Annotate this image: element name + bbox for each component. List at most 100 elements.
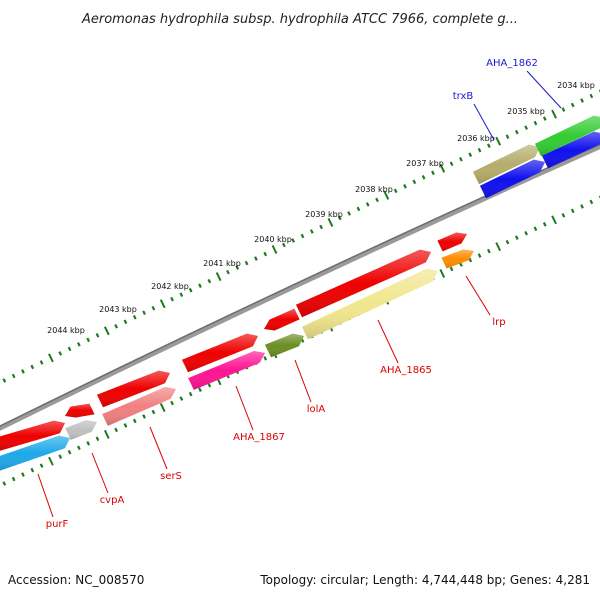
gene-label[interactable]: lolA [307, 404, 326, 415]
gene-arrow-sheen [96, 370, 170, 408]
scale-tick [95, 436, 100, 442]
scale-tick [551, 215, 557, 225]
scale-tick [570, 102, 575, 108]
gene-label[interactable]: AHA_1862 [486, 58, 538, 69]
gene-leader-line [37, 473, 54, 518]
scale-tick [2, 481, 7, 486]
scale-tick [159, 403, 166, 413]
scale-tick [151, 409, 156, 415]
gene-arrow-sheen [534, 115, 600, 157]
scale-tick [383, 190, 390, 200]
gene-labels: AHA_1862 trxB lrp AHA_1865 lolA AHA_1867 serS c… [37, 58, 562, 530]
scale-tick [179, 396, 184, 401]
gene-arrow-sheen [181, 333, 258, 373]
gene-arrow-sheen [479, 159, 545, 199]
scale-tick [551, 109, 557, 119]
scale-tick [235, 265, 240, 270]
map-title: Aeromonas hydrophila subsp. hydrophila A… [81, 12, 518, 27]
scale-tick [170, 296, 174, 302]
scale-tick [123, 319, 128, 325]
scale-tick [505, 134, 510, 139]
scale-tick [514, 235, 519, 240]
scale-tick [21, 472, 25, 477]
scale-tick [39, 463, 44, 468]
scale-tick [570, 208, 575, 214]
scale-tick [67, 346, 72, 352]
scale-tick [495, 136, 502, 146]
scale-tick [589, 93, 594, 99]
scale-label: 2035 kbp [507, 107, 545, 116]
scale-tick [524, 230, 528, 236]
scale-label: 2034 kbp [557, 81, 595, 90]
scale-tick [495, 242, 502, 252]
scale-tick [468, 257, 473, 263]
scale-tick [254, 256, 258, 261]
scale-tick [170, 400, 174, 406]
gene-label[interactable]: purF [46, 519, 69, 530]
gene-leader-line [377, 319, 399, 364]
scale-tick [207, 382, 212, 388]
scale-tick [347, 211, 351, 216]
scale-tick [198, 283, 202, 288]
scale-tick [505, 239, 510, 245]
scale-tick [21, 369, 25, 374]
gene-arrow-sheen [295, 249, 431, 318]
scale-tick [48, 353, 54, 363]
scale-tick [309, 229, 314, 234]
scale-tick [319, 224, 323, 230]
scale-tick [215, 272, 222, 282]
scale-tick [142, 310, 146, 316]
scale-tick [561, 213, 566, 218]
scale-tick [337, 215, 342, 221]
gene-leader-line [149, 426, 168, 470]
gene-label[interactable]: AHA_1865 [380, 365, 432, 376]
gene-arrow-sers-sheen [102, 387, 176, 426]
scale-tick [449, 266, 454, 272]
gene-arrow-aha1865-sheen [301, 268, 438, 340]
scale-tick [11, 476, 16, 482]
scale-tick [393, 188, 398, 194]
gene-leader-line [294, 359, 312, 403]
scale-tick [151, 305, 156, 311]
scale-tick [11, 373, 16, 379]
gene-leader-line [473, 103, 495, 141]
gene-label[interactable]: cvpA [100, 495, 125, 506]
gene-arrow-trxb-sheen [472, 144, 540, 185]
scale-tick [2, 378, 7, 383]
scale-tick [533, 120, 538, 126]
scale-tick [67, 449, 72, 455]
scale-label: 2040 kbp [254, 235, 292, 244]
gene-arrow-sheen [264, 308, 300, 331]
gene-label[interactable]: AHA_1867 [233, 432, 285, 443]
gene-arrow-sheen [0, 420, 65, 451]
gene-arrow-cvpa-sheen [65, 420, 97, 440]
scale-tick [439, 268, 446, 278]
topology-text: Topology: circular; Length: 4,744,448 bp… [260, 573, 590, 587]
scale-tick [300, 233, 305, 239]
scale-tick [356, 206, 361, 212]
scale-label: 2039 kbp [305, 210, 343, 219]
scale-tick [580, 204, 584, 209]
gene-features[interactable] [0, 115, 600, 472]
scale-tick [95, 333, 100, 338]
scale-tick [291, 238, 296, 243]
scale-tick [103, 429, 110, 439]
scale-tick [142, 414, 146, 419]
scale-tick [459, 156, 463, 162]
scale-tick [561, 107, 566, 112]
scale-tick [375, 197, 379, 203]
gene-label[interactable]: trxB [453, 91, 474, 102]
scale-tick [542, 116, 547, 121]
scale-tick [487, 143, 491, 148]
scale-tick [123, 423, 128, 428]
scale-tick [468, 152, 473, 158]
scale-tick [514, 129, 519, 135]
scale-tick [244, 260, 249, 266]
scale-tick [226, 269, 230, 275]
gene-arrow-lrp-sheen [441, 249, 474, 269]
gene-label[interactable]: lrp [492, 317, 505, 328]
accession-text: Accession: NC_008570 [8, 573, 145, 587]
scale-tick [48, 456, 54, 466]
gene-label[interactable]: serS [160, 471, 182, 482]
